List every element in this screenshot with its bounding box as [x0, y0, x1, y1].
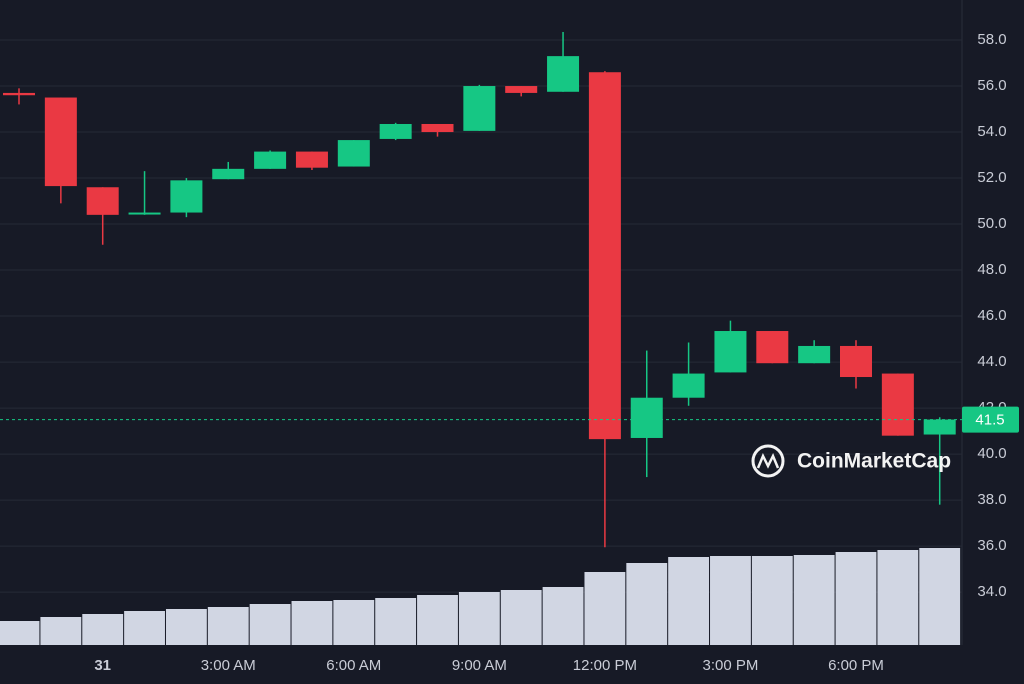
x-tick-label: 6:00 AM: [326, 657, 381, 674]
y-tick-label: 52.0: [977, 169, 1006, 186]
candle-body: [254, 151, 287, 169]
watermark-logo-mark: [756, 452, 780, 469]
candle-body: [547, 56, 580, 92]
volume-bar: [458, 592, 500, 645]
candle-body: [212, 168, 245, 180]
y-tick-label: 40.0: [977, 445, 1006, 462]
candle-body: [756, 331, 789, 364]
y-tick-label: 48.0: [977, 261, 1006, 278]
volume-bar: [207, 607, 249, 645]
y-tick-label: 38.0: [977, 491, 1006, 508]
current-price-label: 41.5: [975, 412, 1004, 429]
x-tick-label: 31: [94, 657, 111, 674]
candle-body: [630, 397, 663, 438]
y-tick-label: 58.0: [977, 31, 1006, 48]
y-tick-label: 50.0: [977, 215, 1006, 232]
volume-bar: [710, 556, 751, 645]
x-tick-label: 3:00 AM: [201, 657, 256, 674]
volume-bar: [668, 557, 710, 645]
candle-body: [44, 97, 77, 187]
candle-body: [86, 187, 119, 215]
candle-body: [337, 140, 370, 167]
candle-body: [923, 419, 956, 435]
candle-body: [421, 123, 454, 133]
candle-body: [672, 373, 705, 398]
y-tick-label: 36.0: [977, 537, 1006, 554]
y-tick-label: 34.0: [977, 583, 1006, 600]
current-price: 41.5: [0, 406, 1019, 433]
volume-bar: [500, 590, 542, 645]
y-axis: 34.036.038.040.042.044.046.048.050.052.0…: [977, 31, 1006, 600]
volume-bar: [40, 617, 82, 645]
volume-bar: [165, 609, 207, 645]
candle-body: [840, 345, 872, 378]
volume-bar: [417, 595, 458, 645]
candle-body: [128, 212, 161, 215]
x-tick-label: 9:00 AM: [452, 657, 507, 674]
x-tick-label: 12:00 PM: [573, 657, 637, 674]
y-tick-label: 44.0: [977, 353, 1006, 370]
volume-bar: [542, 587, 584, 645]
candle-body: [170, 180, 203, 213]
candle-body: [588, 72, 621, 440]
y-tick-label: 46.0: [977, 307, 1006, 324]
volume-bar: [375, 598, 417, 645]
volume-bar: [835, 552, 877, 645]
candle-body: [295, 151, 328, 168]
x-tick-label: 6:00 PM: [828, 657, 884, 674]
candle-body: [3, 92, 35, 96]
current-price-badge: [962, 406, 1019, 433]
volume-bar: [919, 548, 961, 645]
candle-body: [714, 331, 747, 373]
volume-bar: [751, 556, 793, 645]
volume-bars: [0, 548, 961, 645]
x-axis: 31 3:00 AM 6:00 AM 9:00 AM 12:00 PM 3:00 PM 6:…: [94, 657, 884, 674]
grid: [0, 39, 962, 593]
volume-bar: [793, 555, 835, 645]
y-tick-label: 54.0: [977, 123, 1006, 140]
volume-bar: [0, 621, 40, 645]
volume-bar: [291, 601, 333, 645]
volume-bar: [877, 550, 919, 645]
candle-body: [798, 345, 831, 364]
candle-body: [463, 86, 496, 131]
candles: [3, 31, 956, 548]
y-tick-label: 56.0: [977, 77, 1006, 94]
watermark-text: CoinMarketCap: [797, 450, 951, 473]
candle-body: [379, 123, 412, 139]
volume-bar: [626, 563, 668, 645]
watermark-logo: [751, 444, 785, 478]
candle-body: [881, 373, 914, 436]
watermark: CoinMarketCap: [751, 444, 951, 478]
x-tick-label: 3:00 PM: [703, 657, 759, 674]
volume-bar: [333, 600, 375, 645]
volume-bar: [124, 611, 165, 645]
volume-bar: [584, 572, 626, 645]
volume-bar: [249, 604, 291, 645]
candle-body: [505, 86, 538, 93]
volume-bar: [82, 614, 124, 645]
